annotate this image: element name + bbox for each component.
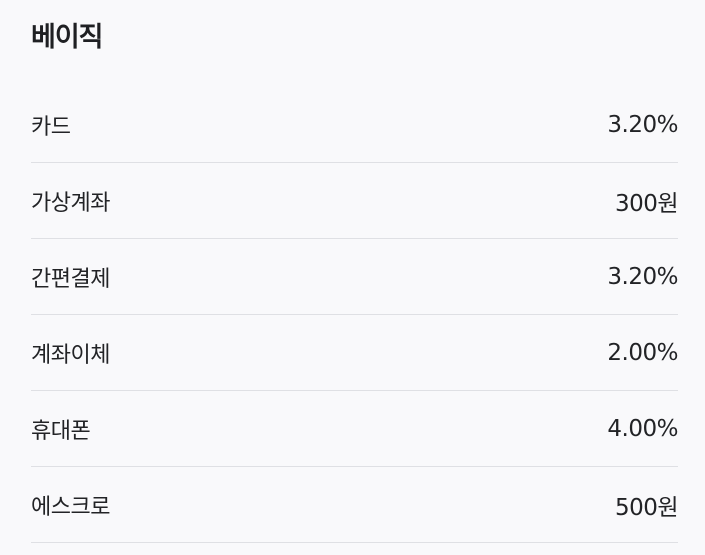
fee-value: 3.20% xyxy=(607,112,678,138)
fee-label: 휴대폰 xyxy=(31,418,91,444)
fee-label: 계좌이체 xyxy=(31,342,110,368)
fee-value: 3.20% xyxy=(607,263,678,290)
fee-value: 4.00% xyxy=(607,415,678,442)
fee-list: 카드 3.20% 가상계좌 300원 간편결제 3.20% 계좌이체 2.00%… xyxy=(31,88,679,543)
fee-row-virtual-account: 가상계좌 300원 xyxy=(31,163,679,239)
fee-label: 에스크로 xyxy=(31,494,110,520)
fee-row-bank-transfer: 계좌이체 2.00% xyxy=(31,315,678,391)
fee-value: 300원 xyxy=(614,190,679,217)
fee-row-mobile: 휴대폰 4.00% xyxy=(31,391,678,467)
fee-row-easy-pay: 간편결제 3.20% xyxy=(31,239,678,315)
fee-label: 카드 xyxy=(31,115,71,140)
fee-value: 500원 xyxy=(614,494,679,521)
fee-label: 가상계좌 xyxy=(31,190,110,216)
fee-label: 간편결제 xyxy=(31,266,110,292)
fee-row-card: 카드 3.20% xyxy=(31,88,678,163)
fee-value: 2.00% xyxy=(607,339,678,366)
fee-row-escrow: 에스크로 500원 xyxy=(31,467,679,543)
plan-title: 베이직 xyxy=(31,22,104,53)
